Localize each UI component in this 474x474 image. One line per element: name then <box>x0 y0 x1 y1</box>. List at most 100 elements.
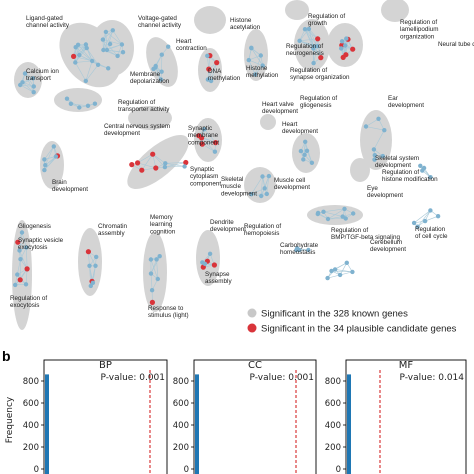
network-edge <box>102 39 118 57</box>
network-edge <box>207 62 217 80</box>
known-gene-node <box>306 247 311 253</box>
network-edge <box>299 40 314 49</box>
plot-frame <box>43 359 168 474</box>
candidate-gene-node <box>15 239 21 245</box>
cluster-blob <box>350 158 370 182</box>
histogram-title: CC <box>248 360 262 371</box>
term-label: Membrane depolarization <box>130 71 170 85</box>
network-edge <box>365 118 379 127</box>
known-gene-node <box>43 163 48 168</box>
network-edge <box>165 162 186 164</box>
known-gene-node <box>163 161 168 166</box>
network-edge <box>137 153 153 164</box>
known-gene-node <box>311 60 316 66</box>
term-label: Heart valve development <box>262 101 298 115</box>
known-gene-node <box>154 257 159 262</box>
legend-gray-label: Significant in the 328 known genes <box>261 309 408 320</box>
network-edge <box>317 38 322 58</box>
known-gene-node <box>68 101 74 107</box>
candidate-gene-node <box>211 262 217 268</box>
known-gene-node <box>31 84 36 89</box>
term-label: Regulation of hemopoiesis <box>244 223 281 237</box>
known-gene-node <box>418 163 423 168</box>
pvalue-annotation: P-value: 0.014 <box>400 373 465 383</box>
histogram-title: BP <box>99 360 112 371</box>
candidate-gene-node <box>71 53 77 60</box>
cluster-blob <box>260 114 276 130</box>
known-gene-node <box>158 77 164 82</box>
term-label: Neural tube development <box>438 41 474 48</box>
known-gene-node <box>337 272 343 278</box>
known-gene-node <box>85 103 91 109</box>
network-edge <box>204 128 216 143</box>
known-gene-node <box>202 261 208 266</box>
known-gene-node <box>95 62 101 67</box>
y-tick-label: 400 <box>173 421 189 431</box>
network-edge <box>105 31 123 45</box>
term-label: Regulation of synapse organization <box>290 67 350 81</box>
network-edge <box>44 156 57 171</box>
network-edge <box>313 46 318 64</box>
network-edge <box>75 47 93 62</box>
known-gene-node <box>148 257 154 262</box>
candidate-gene-node <box>213 140 219 146</box>
network-edge <box>150 259 159 280</box>
known-gene-node <box>411 220 417 226</box>
network-edge <box>327 208 345 220</box>
term-label: Memory learning cognition <box>150 214 176 235</box>
legend-red-label: Significant in the 34 plausible candidat… <box>261 324 457 335</box>
known-gene-node <box>92 101 98 106</box>
network-edge <box>308 28 318 47</box>
term-label: Heart contraction <box>176 38 207 52</box>
network-edge <box>75 60 93 63</box>
known-gene-node <box>343 43 348 48</box>
term-label: Regulation of transporter activity <box>118 99 170 113</box>
network-edge <box>75 62 87 82</box>
known-gene-node <box>325 275 330 281</box>
candidate-gene-node <box>199 141 205 147</box>
network-edge <box>20 84 34 87</box>
known-gene-node <box>22 71 28 76</box>
known-gene-node <box>249 192 254 197</box>
known-gene-node <box>422 218 428 224</box>
known-gene-node <box>415 224 420 229</box>
cluster-blob <box>127 135 189 189</box>
known-gene-node <box>295 246 300 251</box>
cluster-blob <box>78 228 102 296</box>
y-tick-label: 400 <box>23 421 39 431</box>
candidate-gene-node <box>315 36 321 42</box>
network-edge <box>201 137 216 152</box>
legend-gray-marker <box>247 308 257 318</box>
network-edge <box>70 103 89 107</box>
network-edge <box>262 176 268 194</box>
cluster-blob <box>381 0 409 22</box>
candidate-gene-node <box>350 46 356 52</box>
network-edge <box>141 154 153 171</box>
known-gene-node <box>340 214 345 219</box>
term-label: Regulation of gliogenesis <box>300 95 337 109</box>
candidate-gene-node <box>183 159 189 166</box>
known-gene-node <box>260 63 265 68</box>
known-gene-node <box>166 44 171 49</box>
known-gene-node <box>207 251 213 256</box>
known-gene-node <box>325 216 331 222</box>
plot-frame <box>345 359 467 474</box>
y-tick-label: 0 <box>34 465 39 474</box>
known-gene-node <box>212 149 218 154</box>
network-edge <box>106 49 124 53</box>
known-gene-node <box>15 272 20 277</box>
term-label: Heart development <box>282 121 318 135</box>
known-gene-node <box>157 254 162 259</box>
known-gene-node <box>350 269 355 275</box>
known-gene-node <box>120 50 126 55</box>
network-edge <box>150 273 153 291</box>
known-gene-node <box>376 116 381 122</box>
network-edge <box>24 73 34 93</box>
known-gene-node <box>264 191 269 197</box>
candidate-gene-node <box>150 151 156 157</box>
network-edge <box>17 259 21 275</box>
network-edge <box>112 30 123 45</box>
known-gene-node <box>332 267 338 272</box>
known-gene-node <box>93 263 98 268</box>
